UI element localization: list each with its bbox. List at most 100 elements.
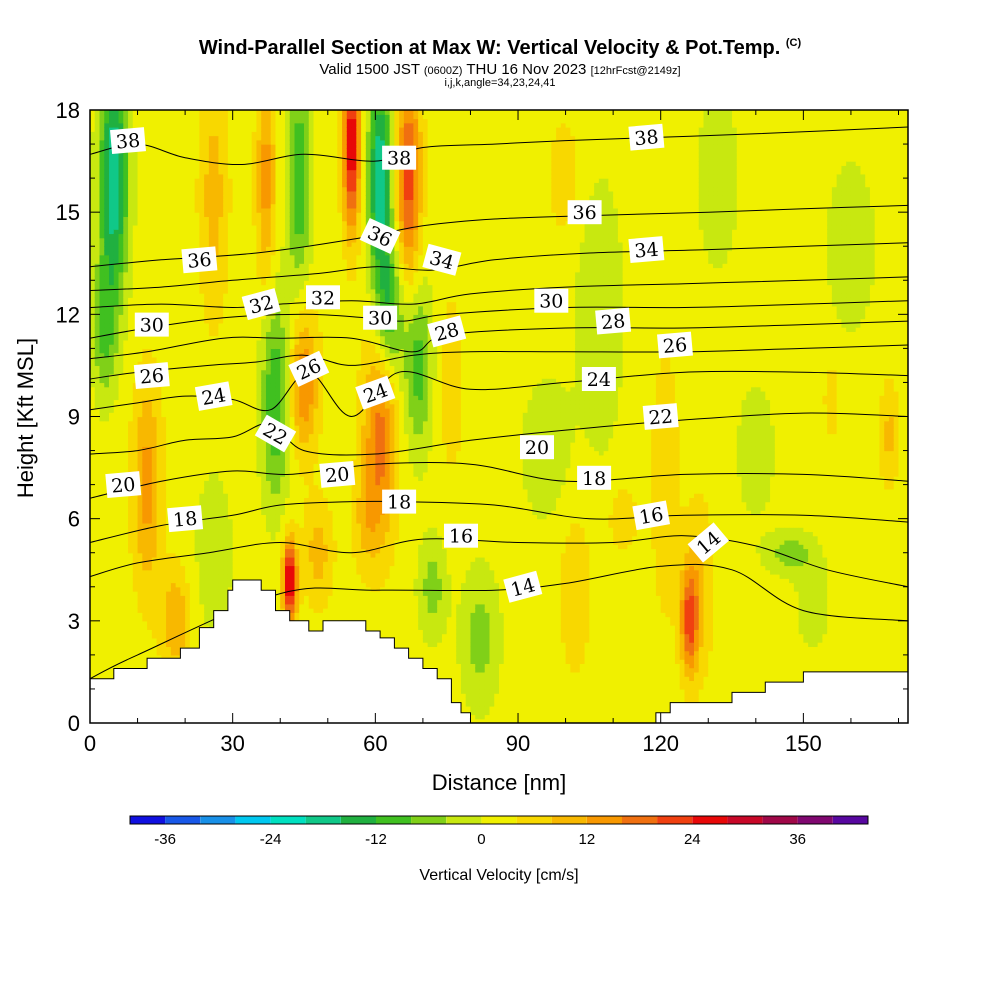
field-cell [123, 305, 129, 311]
field-cell [208, 356, 215, 362]
field-cell [223, 595, 229, 601]
field-cell [199, 425, 205, 430]
field-cell [246, 348, 253, 354]
field-cell [185, 131, 191, 137]
field-cell [208, 493, 215, 498]
field-cell [128, 352, 134, 358]
field-cell [218, 352, 224, 358]
field-cell [180, 233, 186, 239]
field-cell [194, 365, 200, 371]
field-cell [180, 616, 186, 622]
field-cell [242, 293, 248, 298]
field-cell [237, 344, 243, 349]
field-cell [232, 565, 239, 571]
field-cell [109, 591, 115, 596]
field-cell [170, 493, 177, 498]
field-cell [223, 561, 229, 567]
field-cell [223, 258, 229, 264]
field-cell [99, 373, 105, 379]
field-cell [147, 433, 153, 439]
field-cell [180, 284, 186, 290]
field-cell [113, 616, 120, 622]
field-cell [204, 190, 210, 196]
field-cell [246, 569, 253, 575]
field-cell [94, 646, 101, 652]
field-cell [199, 216, 205, 222]
field-cell [218, 131, 224, 137]
field-cell [166, 173, 172, 179]
field-cell [113, 284, 120, 290]
field-cell [242, 565, 248, 571]
field-cell [166, 646, 172, 652]
field-cell [94, 501, 101, 507]
field-cell [213, 450, 220, 456]
field-cell [161, 186, 167, 192]
field-cell [237, 382, 243, 388]
field-cell [147, 522, 153, 528]
field-cell [166, 271, 172, 277]
field-cell [99, 488, 105, 494]
field-cell [204, 241, 210, 247]
field-cell [137, 195, 143, 200]
field-cell [232, 190, 239, 196]
field-cell [185, 237, 191, 243]
field-cell [204, 407, 210, 413]
field-cell [237, 365, 243, 371]
field-cell [237, 131, 243, 137]
field-cell [170, 305, 177, 311]
field-cell [113, 552, 120, 558]
field-cell [142, 237, 148, 243]
field-cell [90, 293, 96, 298]
field-cell [237, 484, 243, 490]
field-cell [204, 229, 210, 235]
field-cell [232, 480, 239, 486]
field-cell [199, 344, 205, 349]
field-cell [237, 165, 243, 171]
field-cell [223, 493, 229, 498]
field-cell [137, 510, 143, 516]
field-cell [218, 565, 224, 571]
field-cell [113, 497, 120, 503]
field-cell [123, 659, 129, 665]
field-cell [156, 118, 162, 124]
field-cell [118, 505, 124, 511]
field-cell [189, 476, 196, 481]
field-cell [132, 518, 139, 524]
field-cell [242, 548, 248, 554]
field-cell [218, 378, 224, 384]
field-cell [94, 122, 101, 128]
field-cell [170, 331, 177, 337]
field-cell [147, 450, 153, 456]
field-cell [242, 156, 248, 162]
field-cell [142, 467, 148, 473]
field-cell [175, 646, 181, 652]
field-cell [147, 420, 153, 426]
field-cell [109, 535, 115, 541]
field-cell [156, 297, 162, 303]
field-cell [109, 186, 115, 192]
field-cell [227, 552, 234, 558]
field-cell [142, 135, 148, 141]
field-cell [166, 578, 172, 584]
field-cell [109, 110, 115, 115]
field-cell [113, 514, 120, 520]
field-cell [194, 569, 200, 575]
field-cell [142, 544, 148, 550]
field-cell [156, 276, 162, 281]
field-cell [147, 386, 153, 392]
field-cell [189, 467, 196, 473]
field-cell [161, 501, 167, 507]
field-cell [94, 195, 101, 200]
field-cell [147, 561, 153, 567]
field-cell [223, 463, 229, 469]
field-cell [156, 144, 162, 149]
field-cell [166, 599, 172, 605]
field-cell [128, 574, 134, 579]
field-cell [156, 629, 162, 635]
field-cell [123, 510, 129, 516]
field-cell [128, 637, 134, 643]
field-cell [161, 407, 167, 413]
field-cell [132, 390, 139, 396]
field-cell [123, 429, 129, 435]
field-cell [104, 416, 110, 422]
